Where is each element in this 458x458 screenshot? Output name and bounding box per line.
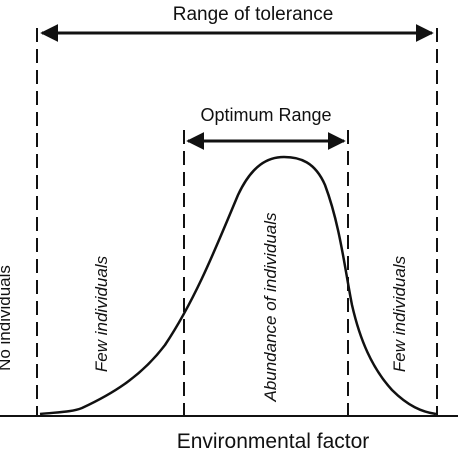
x-axis-label: Environmental factor xyxy=(177,430,370,453)
zone-right-label: Few individuals xyxy=(390,255,409,372)
range-of-tolerance-label: Range of tolerance xyxy=(173,4,334,25)
optimum-range-label: Optimum Range xyxy=(200,105,331,125)
population-curve xyxy=(39,155,437,416)
zone-left-label: Few individuals xyxy=(92,255,111,372)
zone-center-label: Abundance of individuals xyxy=(261,212,280,403)
y-axis-label: No individuals xyxy=(0,265,14,371)
